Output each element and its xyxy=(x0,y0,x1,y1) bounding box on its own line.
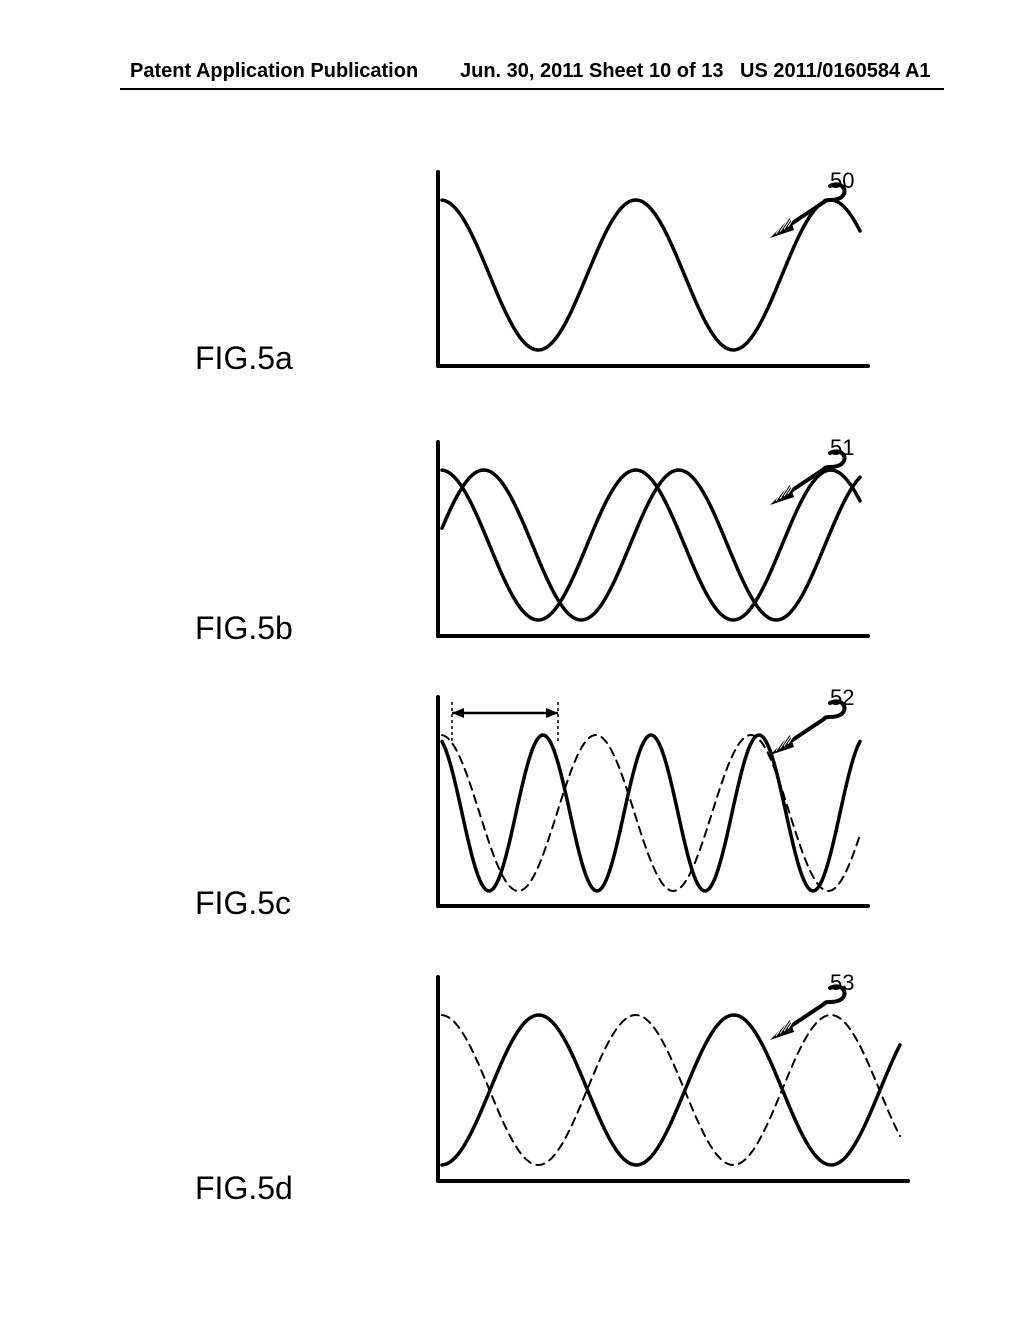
callout-arrow-icon xyxy=(760,178,850,253)
figure-label: FIG.5a xyxy=(195,340,293,377)
callout-arrow-icon xyxy=(760,695,850,770)
callout-arrow-icon xyxy=(760,980,850,1055)
figure-label: FIG.5c xyxy=(195,885,291,922)
header-rule xyxy=(120,88,944,90)
figure-label: FIG.5d xyxy=(195,1170,293,1207)
callout-arrow-icon xyxy=(760,445,850,520)
figure-label: FIG.5b xyxy=(195,610,293,647)
header-center: Jun. 30, 2011 Sheet 10 of 13 xyxy=(460,60,723,83)
header-left: Patent Application Publication xyxy=(130,60,418,83)
patent-page: Patent Application Publication Jun. 30, … xyxy=(0,0,1024,1320)
header-right: US 2011/0160584 A1 xyxy=(740,60,931,83)
